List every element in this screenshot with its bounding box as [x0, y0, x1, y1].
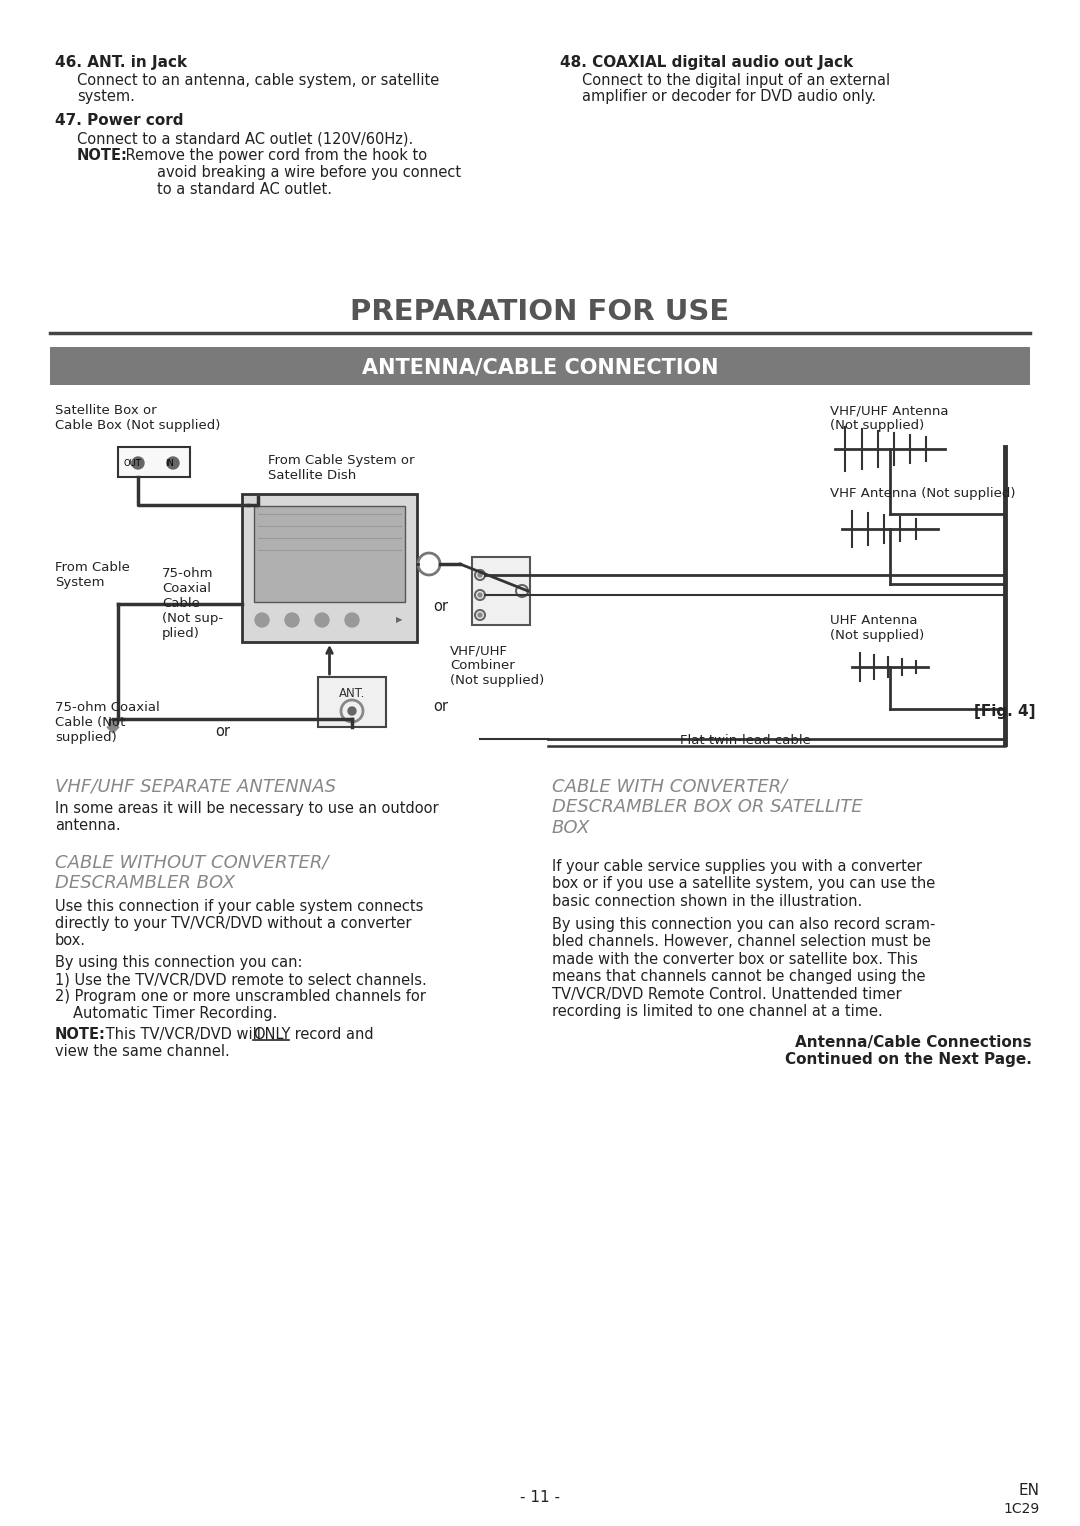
Text: 48. COAXIAL digital audio out Jack: 48. COAXIAL digital audio out Jack — [561, 55, 853, 70]
Text: By using this connection you can also record scram-
bled channels. However, chan: By using this connection you can also re… — [552, 917, 935, 1019]
Text: avoid breaking a wire before you connect: avoid breaking a wire before you connect — [157, 165, 461, 180]
Text: Remove the power cord from the hook to: Remove the power cord from the hook to — [121, 148, 427, 163]
Text: CABLE WITH CONVERTER/
DESCRAMBLER BOX OR SATELLITE
BOX: CABLE WITH CONVERTER/ DESCRAMBLER BOX OR… — [552, 777, 863, 836]
Text: record and: record and — [291, 1027, 374, 1042]
Text: In some areas it will be necessary to use an outdoor: In some areas it will be necessary to us… — [55, 801, 438, 816]
Polygon shape — [107, 726, 119, 732]
Text: or: or — [215, 723, 230, 739]
Text: to a standard AC outlet.: to a standard AC outlet. — [157, 182, 332, 197]
Text: VHF/UHF Antenna
(Not supplied): VHF/UHF Antenna (Not supplied) — [831, 404, 948, 432]
Text: ONLY: ONLY — [253, 1027, 291, 1042]
Text: UHF Antenna
(Not supplied): UHF Antenna (Not supplied) — [831, 613, 924, 642]
Text: 47. Power cord: 47. Power cord — [55, 113, 184, 128]
Text: This TV/VCR/DVD will: This TV/VCR/DVD will — [102, 1027, 266, 1042]
Circle shape — [167, 456, 179, 468]
Text: From Cable System or
Satellite Dish: From Cable System or Satellite Dish — [268, 455, 415, 482]
Text: directly to your TV/VCR/DVD without a converter: directly to your TV/VCR/DVD without a co… — [55, 916, 411, 931]
Text: 2) Program one or more unscrambled channels for: 2) Program one or more unscrambled chann… — [55, 989, 426, 1004]
Circle shape — [132, 456, 144, 468]
Text: amplifier or decoder for DVD audio only.: amplifier or decoder for DVD audio only. — [582, 89, 876, 104]
Text: Automatic Timer Recording.: Automatic Timer Recording. — [73, 1006, 278, 1021]
Text: By using this connection you can:: By using this connection you can: — [55, 955, 302, 971]
Circle shape — [315, 613, 329, 627]
Text: Connect to a standard AC outlet (120V/60Hz).: Connect to a standard AC outlet (120V/60… — [77, 131, 414, 146]
Bar — [242, 494, 417, 642]
Circle shape — [478, 572, 482, 577]
Bar — [118, 447, 190, 478]
Circle shape — [285, 613, 299, 627]
Circle shape — [345, 613, 359, 627]
Text: or: or — [433, 699, 448, 714]
Text: view the same channel.: view the same channel. — [55, 1044, 230, 1059]
Bar — [254, 507, 405, 601]
Text: system.: system. — [77, 89, 135, 104]
Text: or: or — [433, 600, 448, 613]
Circle shape — [255, 613, 269, 627]
Text: VHF/UHF
Combiner
(Not supplied): VHF/UHF Combiner (Not supplied) — [450, 644, 544, 687]
Text: NOTE:: NOTE: — [77, 148, 127, 163]
Text: OUT: OUT — [124, 458, 141, 467]
Bar — [318, 678, 386, 726]
Text: box.: box. — [55, 932, 86, 948]
Bar — [472, 557, 530, 626]
Text: Flat twin-lead cable: Flat twin-lead cable — [680, 734, 811, 748]
Text: VHF Antenna (Not supplied): VHF Antenna (Not supplied) — [831, 487, 1015, 501]
Text: VHF/UHF SEPARATE ANTENNAS: VHF/UHF SEPARATE ANTENNAS — [55, 777, 336, 795]
Text: IN: IN — [165, 458, 174, 467]
Text: 1C29: 1C29 — [1003, 1502, 1040, 1515]
Circle shape — [478, 613, 482, 617]
Text: Antenna/Cable Connections
Continued on the Next Page.: Antenna/Cable Connections Continued on t… — [785, 1035, 1032, 1067]
Text: NOTE:: NOTE: — [55, 1027, 106, 1042]
Circle shape — [478, 594, 482, 597]
Text: Connect to the digital input of an external: Connect to the digital input of an exter… — [582, 73, 890, 89]
Text: From Cable
System: From Cable System — [55, 562, 130, 589]
Text: EN: EN — [1020, 1483, 1040, 1499]
Text: 75-ohm Coaxial
Cable (Not
supplied): 75-ohm Coaxial Cable (Not supplied) — [55, 700, 160, 745]
Text: Satellite Box or
Cable Box (Not supplied): Satellite Box or Cable Box (Not supplied… — [55, 404, 220, 432]
Text: 75-ohm
Coaxial
Cable
(Not sup-
plied): 75-ohm Coaxial Cable (Not sup- plied) — [162, 568, 224, 639]
Text: antenna.: antenna. — [55, 818, 121, 833]
Text: - 11 -: - 11 - — [519, 1489, 561, 1505]
Text: [Fig. 4]: [Fig. 4] — [973, 703, 1035, 719]
Text: CABLE WITHOUT CONVERTER/
DESCRAMBLER BOX: CABLE WITHOUT CONVERTER/ DESCRAMBLER BOX — [55, 853, 328, 891]
Text: If your cable service supplies you with a converter
box or if you use a satellit: If your cable service supplies you with … — [552, 859, 935, 909]
Text: PREPARATION FOR USE: PREPARATION FOR USE — [350, 298, 730, 327]
Text: 46. ANT. in Jack: 46. ANT. in Jack — [55, 55, 187, 70]
Text: ANTENNA/CABLE CONNECTION: ANTENNA/CABLE CONNECTION — [362, 357, 718, 377]
Bar — [109, 719, 117, 726]
Circle shape — [348, 707, 356, 716]
Text: ANT.: ANT. — [339, 687, 365, 700]
Text: Use this connection if your cable system connects: Use this connection if your cable system… — [55, 899, 423, 914]
Bar — [50, 346, 1030, 385]
Text: Connect to an antenna, cable system, or satellite: Connect to an antenna, cable system, or … — [77, 73, 440, 89]
Text: 1) Use the TV/VCR/DVD remote to select channels.: 1) Use the TV/VCR/DVD remote to select c… — [55, 972, 427, 987]
Text: ▶: ▶ — [395, 615, 402, 624]
